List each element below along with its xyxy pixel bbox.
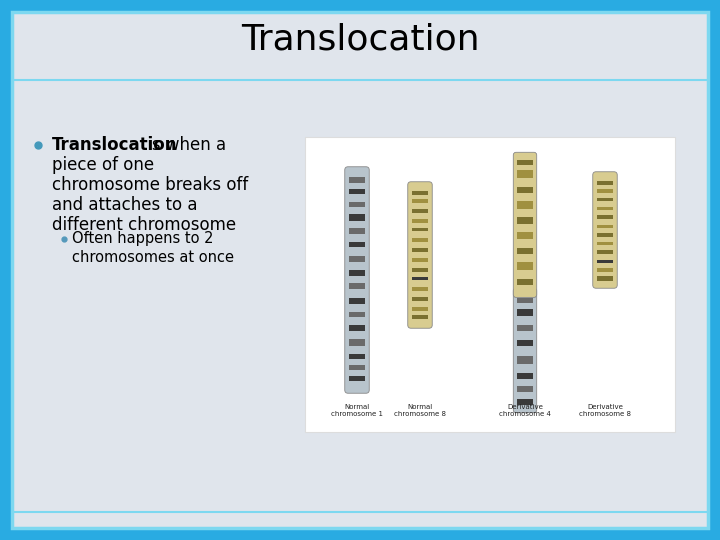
Bar (517, 309, 533, 316)
Bar (597, 260, 613, 263)
FancyBboxPatch shape (593, 172, 617, 288)
Bar (517, 262, 533, 270)
Bar (412, 238, 428, 242)
Bar (412, 209, 428, 213)
Bar (412, 297, 428, 301)
Bar (412, 199, 428, 203)
Bar (412, 315, 428, 319)
Bar (349, 188, 365, 194)
FancyBboxPatch shape (305, 137, 675, 432)
Bar (597, 233, 613, 237)
Bar (412, 276, 428, 280)
Text: Derivative
chromosome 8: Derivative chromosome 8 (579, 404, 631, 417)
Bar (517, 399, 533, 405)
Bar (412, 258, 428, 262)
Text: different chromosome: different chromosome (52, 216, 236, 234)
Bar (412, 287, 428, 292)
FancyBboxPatch shape (408, 182, 432, 328)
Bar (517, 325, 533, 331)
Bar (349, 214, 365, 221)
Bar (597, 207, 613, 210)
Bar (412, 228, 428, 231)
FancyBboxPatch shape (12, 12, 708, 528)
FancyBboxPatch shape (513, 288, 536, 413)
Text: Translocation: Translocation (52, 136, 178, 154)
Bar (349, 298, 365, 304)
Bar (517, 340, 533, 346)
Text: Often happens to 2: Often happens to 2 (72, 232, 214, 246)
Text: chromosomes at once: chromosomes at once (72, 249, 234, 265)
Bar (517, 356, 533, 364)
Text: and attaches to a: and attaches to a (52, 196, 197, 214)
Bar (517, 187, 533, 193)
Bar (412, 307, 428, 311)
Text: Derivative
chromosome 4: Derivative chromosome 4 (499, 404, 551, 417)
Bar (349, 241, 365, 247)
Bar (597, 268, 613, 272)
Bar (349, 364, 365, 370)
Text: chromosome breaks off: chromosome breaks off (52, 176, 248, 194)
Bar (349, 228, 365, 234)
Bar (517, 170, 533, 178)
Bar (597, 215, 613, 219)
Bar (517, 248, 533, 254)
Bar (597, 198, 613, 201)
Bar (597, 225, 613, 228)
Bar (349, 284, 365, 289)
Text: Translocation: Translocation (240, 23, 480, 57)
Bar (412, 268, 428, 272)
Bar (517, 160, 533, 165)
Bar (597, 251, 613, 254)
Bar (349, 177, 365, 183)
Bar (349, 256, 365, 262)
Bar (412, 219, 428, 223)
FancyBboxPatch shape (345, 167, 369, 393)
Bar (517, 298, 533, 303)
Bar (412, 248, 428, 252)
Bar (412, 191, 428, 195)
Bar (349, 312, 365, 318)
Bar (517, 386, 533, 392)
Bar (517, 201, 533, 208)
Bar (597, 242, 613, 245)
Bar (349, 376, 365, 381)
Text: Normal
chromosome 1: Normal chromosome 1 (331, 404, 383, 417)
Bar (349, 354, 365, 359)
FancyBboxPatch shape (513, 152, 536, 298)
Text: is when a: is when a (142, 136, 226, 154)
Text: Normal
chromosome 8: Normal chromosome 8 (394, 404, 446, 417)
Bar (349, 202, 365, 207)
Bar (517, 279, 533, 285)
Text: piece of one: piece of one (52, 156, 154, 174)
Bar (349, 270, 365, 275)
Bar (349, 340, 365, 346)
Bar (517, 232, 533, 239)
Bar (517, 218, 533, 224)
Bar (597, 276, 613, 281)
Bar (597, 190, 613, 193)
Bar (349, 325, 365, 330)
Bar (597, 181, 613, 185)
Bar (517, 373, 533, 380)
